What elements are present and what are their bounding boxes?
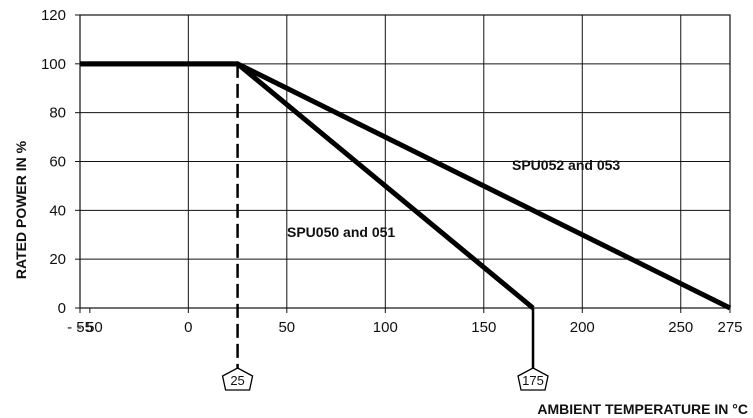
y-tick-label: 120	[41, 7, 66, 24]
x-tick-label: - 50	[77, 319, 103, 336]
marker-badge-25	[221, 367, 254, 391]
temperature-markers: 25 175	[221, 63, 549, 391]
marker-label-25: 25	[230, 373, 244, 388]
y-tick-label: 0	[58, 300, 66, 317]
y-tick-label: 80	[49, 105, 66, 122]
x-tick-label: 275	[717, 319, 742, 336]
x-tick-label: 250	[668, 319, 693, 336]
grid	[75, 14, 731, 313]
marker-label-175: 175	[522, 373, 544, 388]
tick-labels: - 55- 50 0 50 100 150 200 250 275 0 20 40 60 80 100 12…	[41, 7, 743, 336]
x-tick-label: 0	[184, 319, 192, 336]
x-axis-title: AMBIENT TEMPERATURE IN °C	[537, 401, 748, 417]
y-tick-label: 40	[49, 202, 66, 219]
series-label-spu052-053: SPU052 and 053	[512, 157, 620, 173]
y-tick-label: 20	[49, 251, 66, 268]
x-tick-label: 150	[471, 319, 496, 336]
marker-badge-175	[517, 367, 549, 391]
x-tick-label: 200	[570, 319, 595, 336]
y-axis-title: RATED POWER IN %	[13, 140, 29, 279]
x-tick-label: 50	[278, 319, 295, 336]
series-label-spu050-051: SPU050 and 051	[287, 224, 395, 240]
x-tick-label: 100	[373, 319, 398, 336]
x-tick-label: - 55	[67, 319, 93, 336]
series-line-1	[80, 61, 732, 311]
y-tick-label: 60	[49, 154, 66, 171]
y-tick-label: 100	[41, 56, 66, 73]
series-lines	[80, 61, 732, 311]
